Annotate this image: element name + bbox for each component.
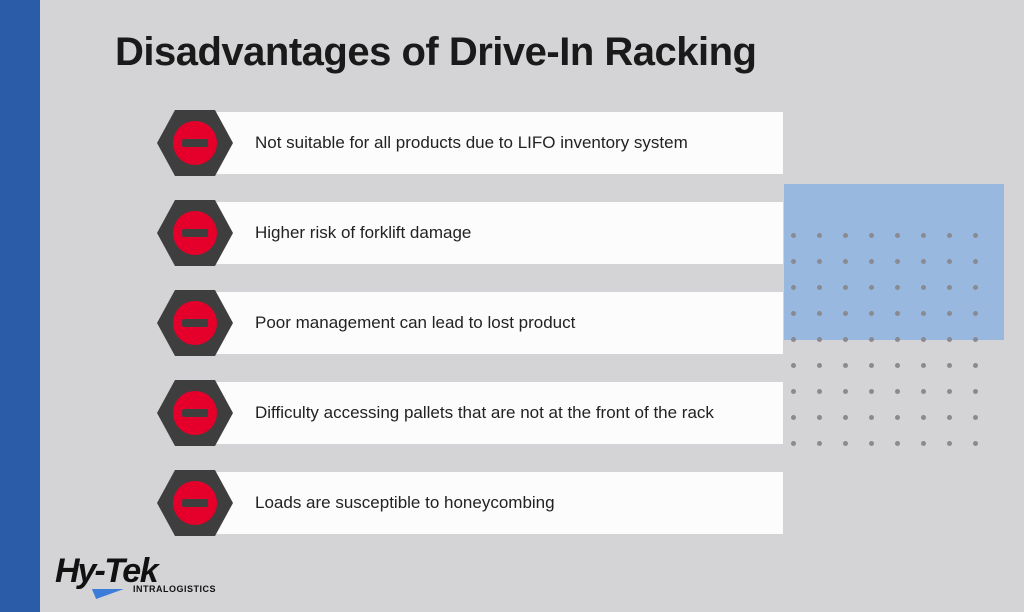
- minus-hex-icon: [155, 468, 235, 538]
- list-item-text: Not suitable for all products due to LIF…: [255, 132, 688, 155]
- list-item: Poor management can lead to lost product: [155, 288, 795, 360]
- list-item-bar: Not suitable for all products due to LIF…: [195, 112, 783, 174]
- logo: Hy-Tek INTRALOGISTICS: [55, 556, 216, 594]
- list-item-bar: Loads are susceptible to honeycombing: [195, 472, 783, 534]
- page-title: Disadvantages of Drive-In Racking: [115, 30, 756, 75]
- logo-accent-shape: [86, 589, 124, 599]
- list-item-bar: Higher risk of forklift damage: [195, 202, 783, 264]
- minus-hex-icon: [155, 108, 235, 178]
- minus-hex-icon: [155, 288, 235, 358]
- decorative-dot-grid: [791, 233, 999, 467]
- logo-wordmark: Hy-Tek: [55, 556, 216, 587]
- minus-hex-icon: [155, 378, 235, 448]
- list-item: Higher risk of forklift damage: [155, 198, 795, 270]
- minus-hex-icon: [155, 198, 235, 268]
- list-item-bar: Poor management can lead to lost product: [195, 292, 783, 354]
- logo-subtitle: INTRALOGISTICS: [133, 584, 216, 594]
- list-item-text: Higher risk of forklift damage: [255, 222, 471, 245]
- logo-part-hy: Hy: [55, 552, 94, 590]
- list-item-text: Difficulty accessing pallets that are no…: [255, 402, 714, 425]
- left-accent-bar: [0, 0, 40, 612]
- list-item-bar: Difficulty accessing pallets that are no…: [195, 382, 783, 444]
- list-item: Loads are susceptible to honeycombing: [155, 468, 795, 540]
- list-item: Not suitable for all products due to LIF…: [155, 108, 795, 180]
- disadvantages-list: Not suitable for all products due to LIF…: [155, 108, 795, 558]
- list-item-text: Poor management can lead to lost product: [255, 312, 575, 335]
- list-item: Difficulty accessing pallets that are no…: [155, 378, 795, 450]
- list-item-text: Loads are susceptible to honeycombing: [255, 492, 555, 515]
